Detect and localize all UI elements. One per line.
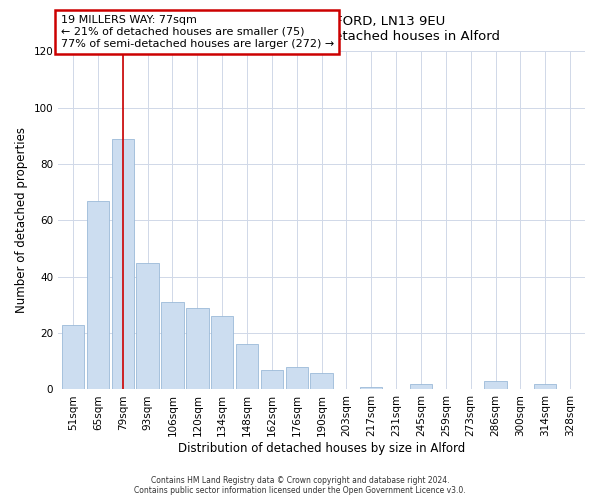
Y-axis label: Number of detached properties: Number of detached properties bbox=[15, 128, 28, 314]
Title: 19, MILLERS WAY, ALFORD, LN13 9EU
Size of property relative to detached houses i: 19, MILLERS WAY, ALFORD, LN13 9EU Size o… bbox=[143, 16, 500, 44]
Bar bbox=[62, 324, 84, 390]
Bar bbox=[260, 370, 283, 390]
Bar bbox=[136, 262, 159, 390]
Bar bbox=[286, 367, 308, 390]
Text: 19 MILLERS WAY: 77sqm
← 21% of detached houses are smaller (75)
77% of semi-deta: 19 MILLERS WAY: 77sqm ← 21% of detached … bbox=[61, 16, 334, 48]
Bar bbox=[360, 386, 382, 390]
Text: Contains HM Land Registry data © Crown copyright and database right 2024.
Contai: Contains HM Land Registry data © Crown c… bbox=[134, 476, 466, 495]
Bar bbox=[236, 344, 258, 390]
Bar bbox=[484, 381, 507, 390]
Bar bbox=[161, 302, 184, 390]
Bar bbox=[534, 384, 556, 390]
Bar bbox=[310, 372, 333, 390]
Bar bbox=[87, 200, 109, 390]
X-axis label: Distribution of detached houses by size in Alford: Distribution of detached houses by size … bbox=[178, 442, 465, 455]
Bar bbox=[211, 316, 233, 390]
Bar bbox=[186, 308, 209, 390]
Bar bbox=[112, 138, 134, 390]
Bar bbox=[410, 384, 432, 390]
